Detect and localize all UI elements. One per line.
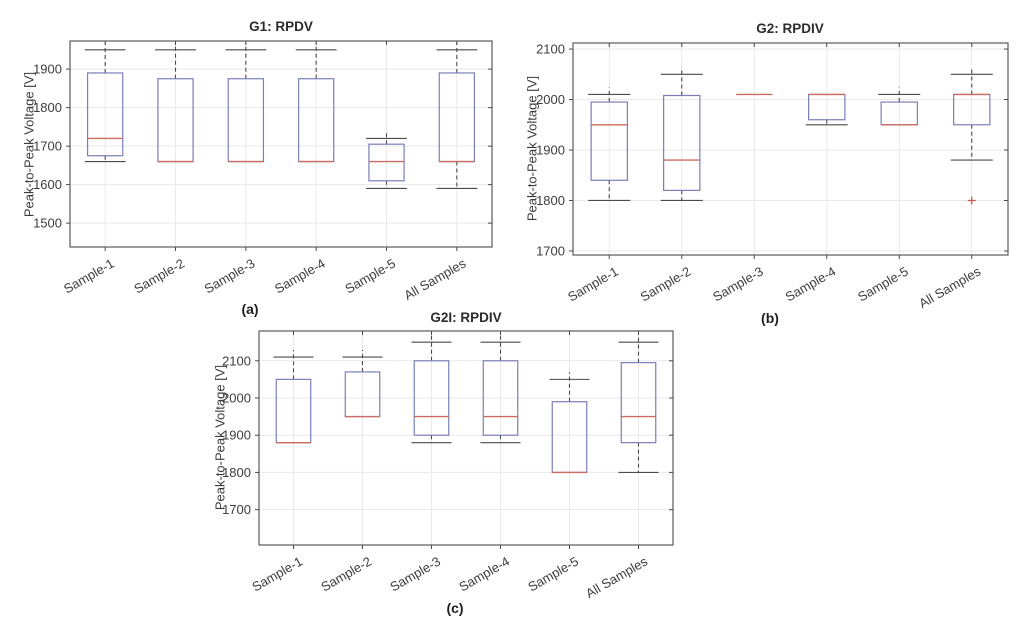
y-axis-label-c: Peak-to-Peak Voltage [V] [212,364,228,511]
x-tick-label: Sample-3 [710,264,766,305]
y-tick-label: 1600 [33,177,62,192]
chart-title-b: G2: RPDIV [756,21,824,36]
x-tick-label: Sample-1 [249,554,305,595]
y-tick-label: 2100 [222,353,251,368]
y-tick-label: 1700 [536,243,565,258]
box-Sample-1 [590,101,628,181]
subplot-g2-rpdiv: 1700 1800 1900 2000 2100 Sample-1 Sample-2 Samp… [536,42,1009,311]
box-All Samples [620,362,657,444]
x-tick-label: Sample-3 [387,554,443,595]
y-tick-label: 1700 [222,502,251,517]
y-tick-label: 1900 [33,62,62,77]
subfigure-caption-a: (a) [241,301,259,317]
x-tick-label: Sample-1 [565,264,621,305]
x-tick-label: Sample-4 [272,256,328,297]
y-axis-label-a: Peak-to-Peak Voltage [V] [21,71,37,218]
x-tick-label: All Samples [916,263,983,311]
box-Sample-5 [368,143,405,182]
box-Sample-4 [482,360,519,436]
x-tick-label: Sample-5 [342,256,398,297]
x-tick-label: Sample-4 [783,264,839,305]
subplot-g2i-rpdiv: 1700 1800 1900 2000 2100 Sample-1 Sample-2 Samp… [222,330,674,601]
y-tick-label: 1800 [222,465,251,480]
x-tick-label: All Samples [401,255,468,303]
axes-frame [572,42,1009,256]
y-tick-label: 2100 [536,42,565,57]
chart-title-c: G2I: RPDIV [430,310,502,325]
subfigure-caption-b: (b) [761,310,779,326]
y-tick-label: 1700 [33,139,62,154]
x-tick-label: Sample-2 [638,264,694,305]
subplot-g1-rpdv: 1500 1600 1700 1800 1900 Sample-1 Sample-2 Samp… [33,40,493,303]
x-tick-label: Sample-1 [61,256,117,297]
y-tick-label: 1900 [222,428,251,443]
x-tick-label: Sample-5 [525,554,581,595]
box-Sample-3 [413,360,450,436]
axes-frame [69,40,493,248]
x-tick-label: Sample-5 [855,264,911,305]
subfigure-caption-c: (c) [446,600,464,616]
x-tick-label: All Samples [583,553,650,601]
y-tick-label: 2000 [536,92,565,107]
x-tick-label: Sample-4 [456,554,512,595]
x-tick-label: Sample-3 [202,256,258,297]
y-tick-label: 1800 [33,100,62,115]
box-Sample-1 [86,72,124,157]
y-tick-label: 2000 [222,390,251,405]
x-tick-label: Sample-2 [318,554,374,595]
chart-title-a: G1: RPDV [249,19,313,34]
box-Sample-2 [663,94,701,191]
plot-background [573,43,1008,255]
x-tick-label: Sample-2 [131,256,187,297]
y-tick-label: 1900 [536,143,565,158]
plot-background [70,41,492,247]
axes-frame [258,330,674,546]
plot-background [259,331,673,545]
y-tick-label: 1800 [536,193,565,208]
y-axis-label-b: Peak-to-Peak Voltage [V] [524,75,540,222]
y-tick-label: 1500 [33,216,62,231]
